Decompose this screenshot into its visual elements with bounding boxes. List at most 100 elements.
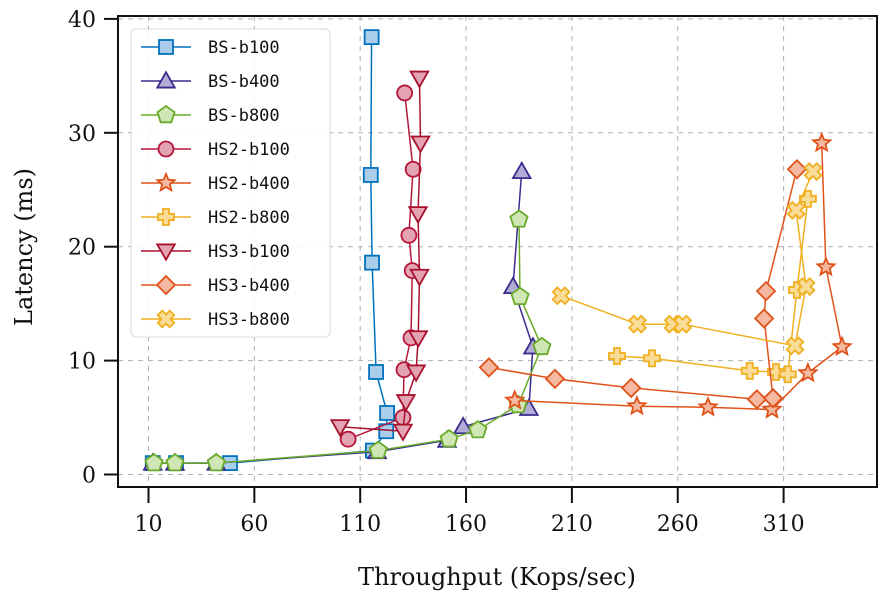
data-point (379, 405, 395, 421)
data-point (503, 389, 526, 410)
data-point (697, 395, 719, 417)
legend-label: HS3-b800 (208, 310, 290, 330)
x-marker-shape (551, 286, 571, 306)
data-point (362, 167, 379, 183)
data-point (626, 394, 648, 416)
legend-marker-icon (158, 39, 174, 55)
y-tick-label: 10 (68, 350, 96, 375)
series-line (560, 171, 814, 347)
data-point (405, 364, 427, 383)
series-line (154, 219, 543, 464)
legend-item: HS3-b800 (141, 309, 290, 330)
legend-label: BS-b800 (208, 106, 280, 126)
data-point (762, 387, 784, 409)
data-point (165, 452, 185, 472)
data-point (394, 409, 412, 426)
series-line (514, 143, 843, 411)
data-point (796, 276, 816, 297)
data-point (767, 363, 785, 381)
legend-item: BS-b800 (141, 104, 280, 126)
data-point (404, 160, 422, 178)
x-marker-shape (803, 161, 823, 182)
data-point (803, 161, 823, 182)
series-hs3-b800 (551, 161, 823, 356)
data-point (778, 365, 797, 384)
legend-item: HS2-b400 (141, 171, 290, 194)
x-tick-label: 260 (657, 512, 699, 537)
data-point (532, 336, 552, 356)
data-point (511, 160, 533, 179)
x-tick-label: 310 (763, 512, 805, 537)
data-point (620, 377, 642, 399)
data-point (786, 158, 808, 180)
data-point (395, 394, 417, 413)
legend-marker-icon (156, 309, 176, 329)
data-point (339, 430, 357, 448)
data-point (815, 255, 837, 277)
x-axis-label: Throughput (Kops/sec) (358, 563, 636, 591)
series-bs-b800 (144, 209, 552, 472)
data-point (478, 357, 500, 378)
data-point (410, 135, 431, 154)
data-point (785, 336, 805, 356)
y-tick-label: 30 (68, 122, 96, 147)
data-point (786, 200, 806, 220)
data-point (407, 206, 429, 225)
data-point (468, 419, 488, 439)
legend-item: HS2-b100 (141, 140, 290, 160)
y-tick-label: 0 (82, 464, 96, 489)
data-point (206, 452, 226, 472)
plot-frame (117, 15, 878, 488)
x-marker-shape (796, 276, 816, 297)
data-point (643, 349, 661, 368)
data-point (761, 398, 783, 419)
data-point (396, 84, 414, 102)
x-marker-shape (785, 336, 805, 356)
data-point (144, 452, 164, 472)
x-marker-shape (627, 314, 648, 334)
legend: BS-b100 BS-b400 BS-b800 HS2-b100 HS2-b400 HS2… (130, 28, 331, 338)
data-point (368, 440, 388, 459)
series-hs2-b400 (503, 131, 853, 419)
x-tick-label: 160 (445, 512, 487, 537)
data-point (363, 29, 380, 46)
data-point (510, 286, 530, 306)
legend-box (130, 28, 331, 338)
data-point (755, 280, 777, 302)
data-point (608, 347, 626, 365)
grid (118, 16, 877, 487)
x-tick-label: 60 (240, 512, 268, 537)
series-hs3-b400 (478, 158, 808, 410)
legend-marker-icon (156, 104, 176, 124)
legend-label: HS2-b400 (208, 174, 290, 194)
legend-label: BS-b100 (208, 38, 280, 58)
series-layer (142, 29, 853, 472)
data-point (364, 254, 380, 271)
data-point (810, 131, 833, 153)
legend-item: BS-b100 (141, 38, 280, 58)
data-point (392, 423, 414, 442)
x-marker-shape (786, 200, 806, 220)
data-point (409, 268, 430, 287)
x-marker-shape (673, 314, 693, 334)
y-tick-label: 20 (68, 236, 96, 261)
x-axis: 10 60 110 160 210 260 310 (135, 487, 805, 537)
legend-label: HS3-b100 (208, 242, 290, 262)
legend-marker-icon (155, 171, 177, 193)
data-point (407, 330, 429, 349)
legend-marker-icon (155, 243, 177, 262)
legend-marker-icon (155, 70, 177, 89)
data-point (673, 314, 693, 334)
data-point (831, 335, 853, 357)
x-tick-label: 110 (339, 512, 381, 537)
data-point (551, 286, 571, 306)
data-point (627, 314, 648, 334)
data-point (368, 364, 384, 380)
x-tick-label: 210 (551, 512, 593, 537)
legend-item: HS3-b100 (141, 242, 290, 262)
x-tick-label: 10 (135, 512, 163, 537)
legend-marker-icon (157, 208, 175, 226)
data-point (753, 308, 775, 329)
legend-label: HS3-b400 (208, 276, 290, 296)
data-point (746, 389, 768, 410)
